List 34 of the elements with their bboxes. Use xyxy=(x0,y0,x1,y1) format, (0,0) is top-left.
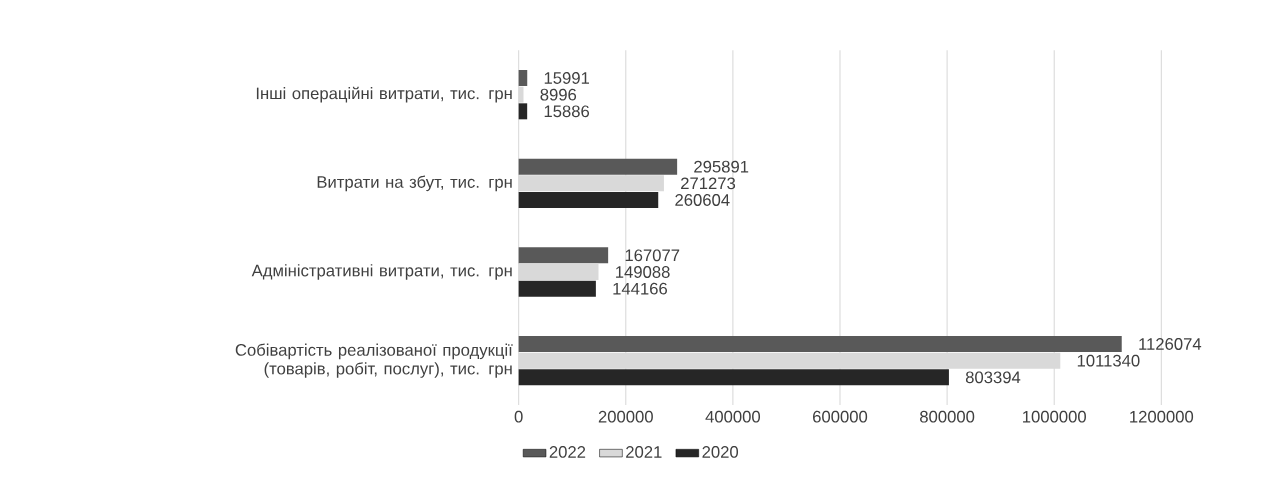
data-label: 8996 xyxy=(540,88,577,101)
y-tick-label: Витрати на збут, тис. грн xyxy=(317,175,512,192)
x-tick-label: 600000 xyxy=(813,410,868,423)
bar xyxy=(518,69,528,86)
data-label: 144166 xyxy=(613,282,668,295)
data-label: 260604 xyxy=(675,194,730,206)
data-label: 149088 xyxy=(616,266,670,278)
bar xyxy=(518,191,659,208)
bar xyxy=(518,369,949,386)
data-label: 1126074 xyxy=(1139,338,1202,350)
x-tick-label: 0 xyxy=(514,410,523,423)
bar xyxy=(518,158,678,175)
legend-label: 2022 xyxy=(549,446,586,458)
data-label: 15886 xyxy=(544,105,590,118)
bar xyxy=(518,335,1122,352)
data-label: 167077 xyxy=(625,249,680,262)
legend-label: 2021 xyxy=(626,446,662,458)
x-tick-label: 1000000 xyxy=(1023,410,1086,423)
x-tick-label: 400000 xyxy=(705,410,761,423)
bar xyxy=(518,280,596,297)
data-label: 1011340 xyxy=(1077,354,1140,367)
bar xyxy=(518,247,609,264)
y-tick-label: Адміністративні витрати, тис. грн xyxy=(251,264,512,280)
y-tick-label: Собівартість реалізованої продукції (товарів, робіт, послуг), тис. грн xyxy=(235,343,513,378)
data-label: 295891 xyxy=(694,160,749,173)
data-label: 803394 xyxy=(965,371,1021,384)
x-tick-label: 1200000 xyxy=(1130,410,1194,423)
y-tick-label: Інші операційні витрати, тис. грн xyxy=(256,86,512,103)
bar xyxy=(518,103,528,120)
x-tick-label: 800000 xyxy=(920,410,975,423)
data-label: 271273 xyxy=(681,177,736,190)
legend-label: 2020 xyxy=(702,446,739,458)
data-label: 15991 xyxy=(544,72,590,84)
x-tick-label: 200000 xyxy=(598,410,653,423)
